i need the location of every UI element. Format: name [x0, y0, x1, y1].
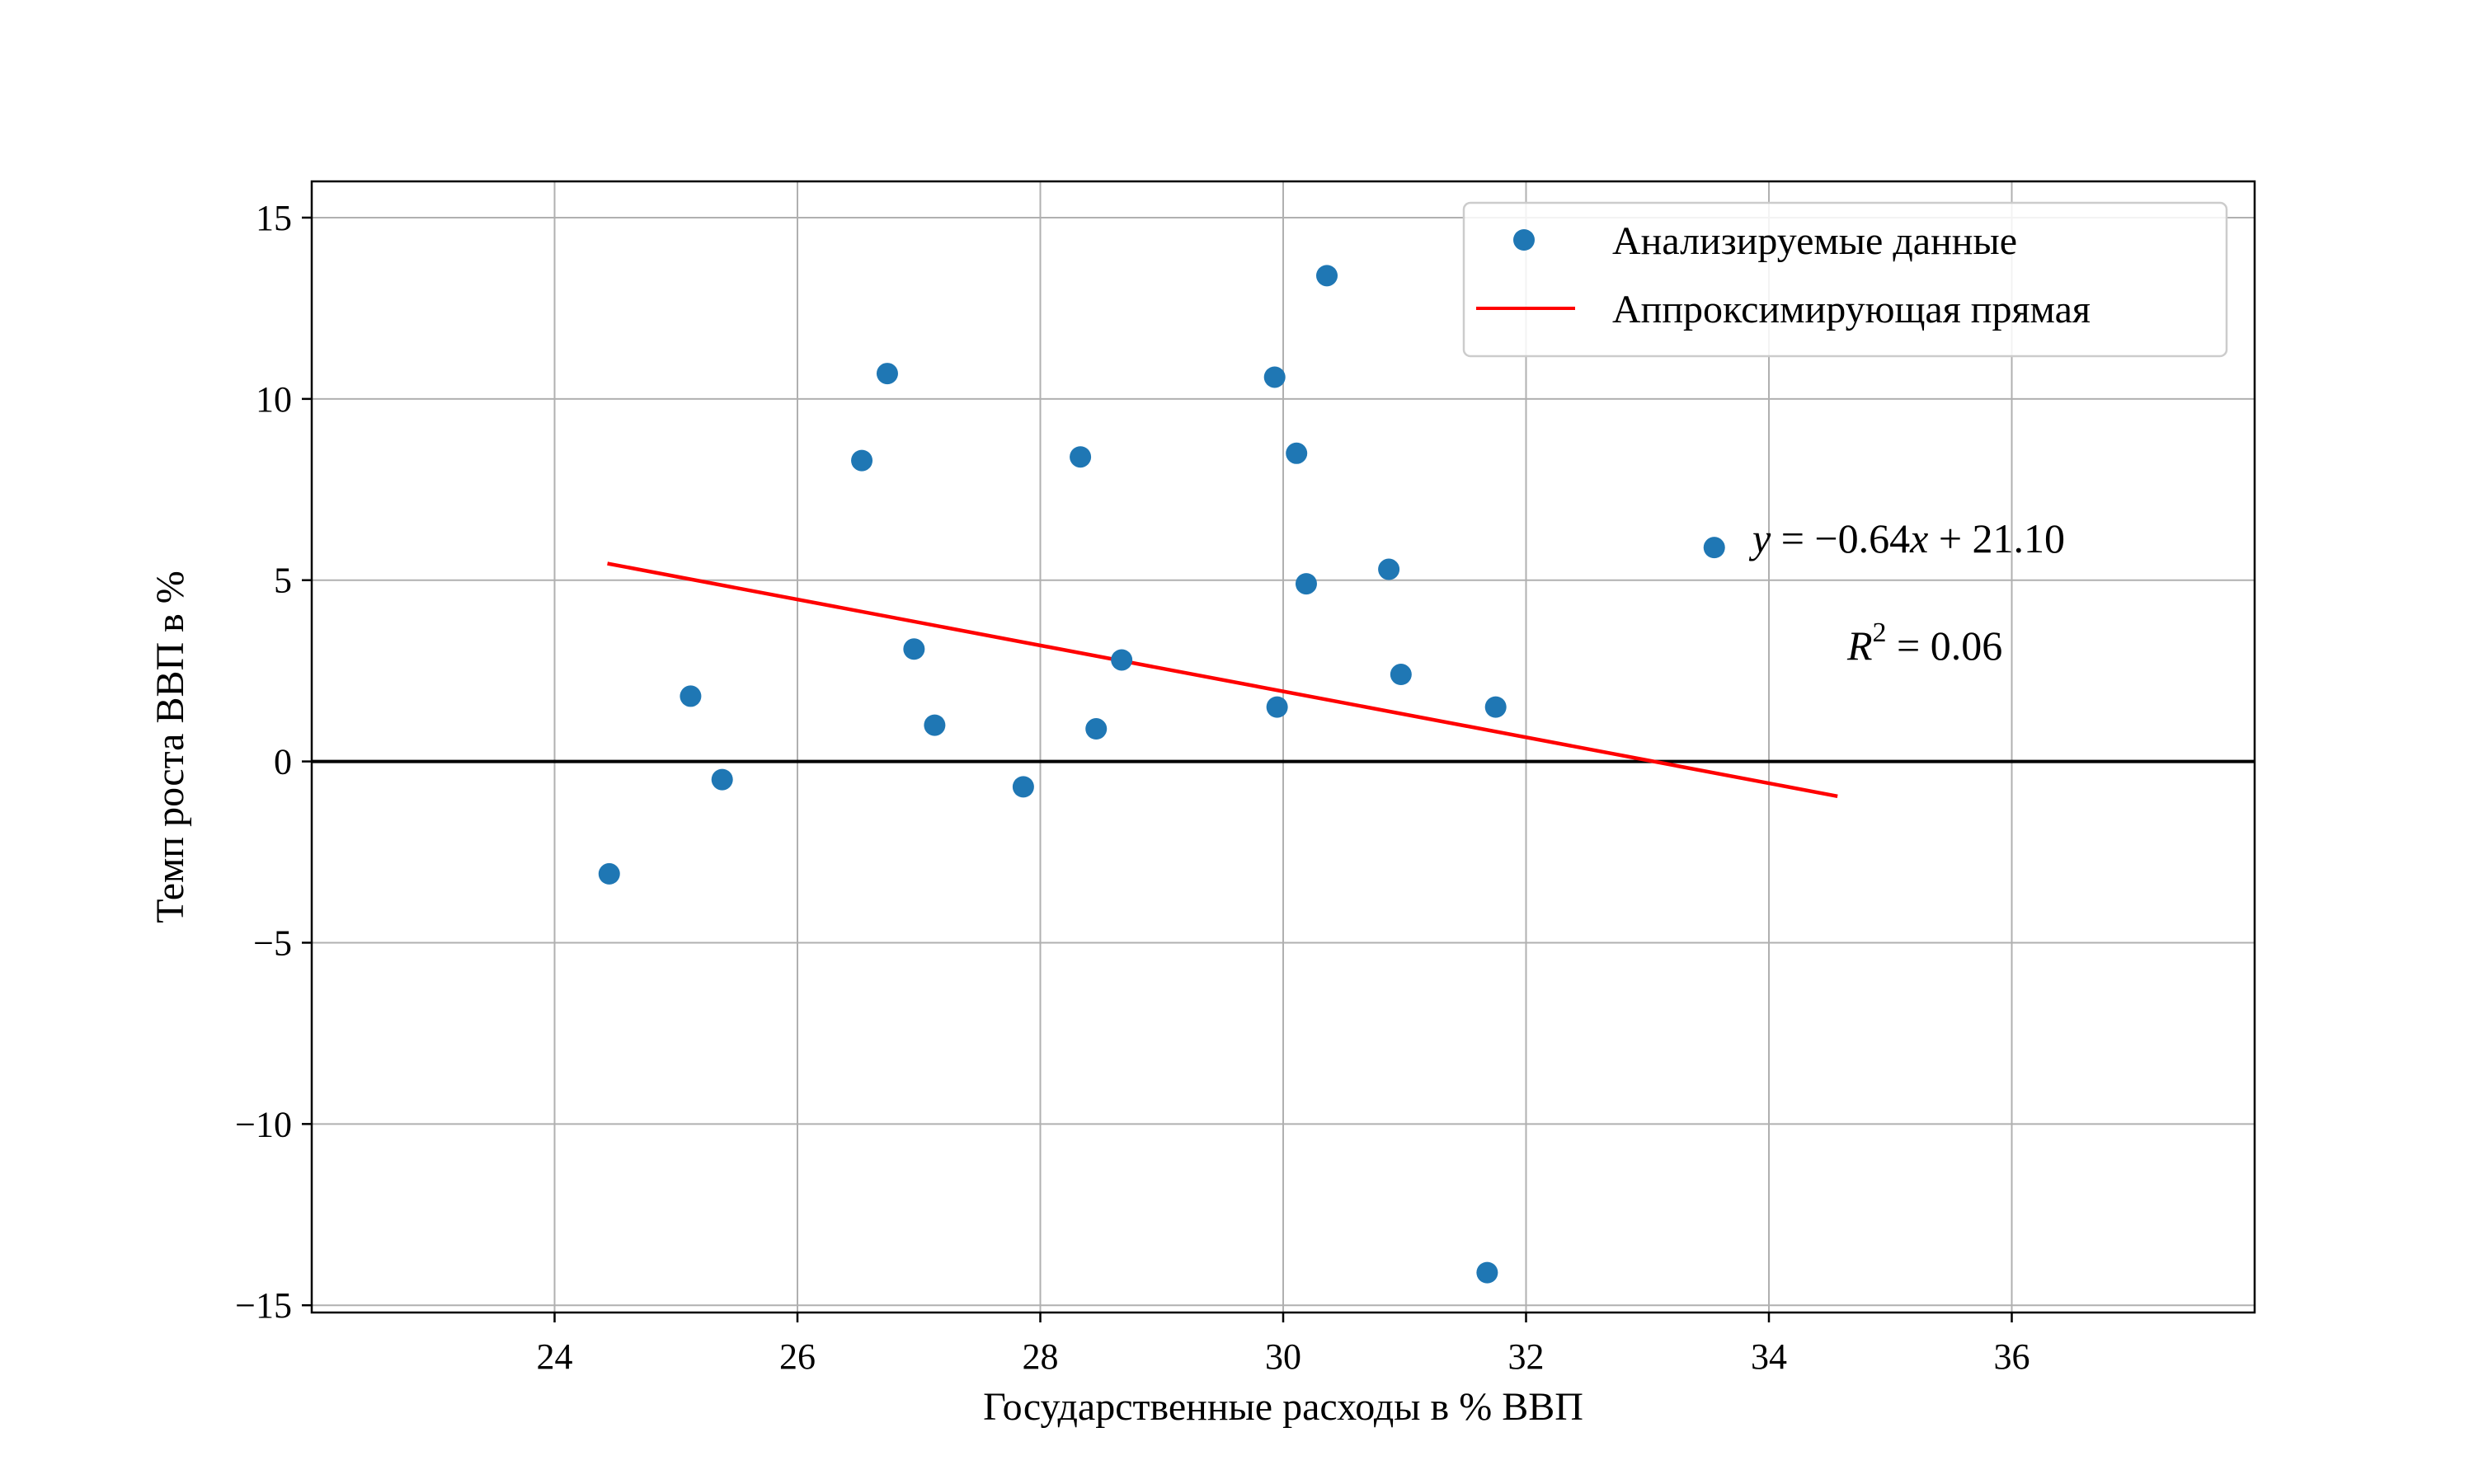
y-axis-ticks: −15 −10 −5 0 5 10 15: [235, 198, 312, 1326]
data-point: [1085, 718, 1108, 740]
fit-line: [607, 561, 1838, 798]
x-tick-label: 26: [779, 1336, 816, 1377]
equation-rhs: + 21.10: [1928, 515, 2065, 561]
data-point: [1286, 442, 1308, 464]
x-tick-label: 32: [1508, 1336, 1545, 1377]
data-point: [876, 363, 898, 385]
data-point: [1012, 776, 1034, 798]
data-point: [1476, 1261, 1498, 1284]
equation-marker: [1703, 537, 1725, 559]
r2-lhs: R: [1846, 622, 1873, 669]
equation-text: y = −0.64x + 21.10: [1748, 515, 2065, 561]
legend-label-data: Анализируемые данные: [1612, 219, 2017, 263]
x-tick-label: 28: [1023, 1336, 1059, 1377]
y-tick-label: −15: [235, 1285, 292, 1326]
data-point: [924, 714, 946, 736]
data-points: [598, 265, 1507, 1284]
data-point: [1295, 573, 1317, 595]
data-point: [1263, 366, 1286, 388]
data-point: [1378, 558, 1400, 580]
data-point: [851, 449, 873, 472]
data-point: [1070, 446, 1092, 468]
x-tick-label: 34: [1751, 1336, 1787, 1377]
data-point: [1266, 696, 1288, 718]
data-point: [711, 768, 733, 791]
equation-var: x: [1909, 515, 1928, 561]
data-point: [903, 638, 925, 660]
x-axis-label: Государственные расходы в % ВВП: [983, 1385, 1583, 1429]
legend: Анализируемые данные Аппроксимирующая пр…: [1462, 201, 2228, 358]
x-tick-label: 36: [1994, 1336, 2030, 1377]
y-tick-label: −5: [253, 923, 292, 963]
data-point: [680, 685, 702, 707]
y-tick-label: 0: [274, 742, 292, 782]
x-tick-label: 24: [537, 1336, 573, 1377]
x-tick-label: 30: [1265, 1336, 1301, 1377]
data-point: [1484, 696, 1507, 718]
data-point: [1111, 649, 1133, 671]
data-point: [1316, 265, 1338, 287]
equation-lhs: y: [1748, 515, 1771, 561]
y-axis-label: Темп роста ВВП в %: [148, 571, 192, 923]
r2-sup: 2: [1873, 618, 1887, 648]
legend-label-fit: Аппроксимирующая прямая: [1612, 288, 2091, 331]
x-axis-ticks: 24 26 28 30 32 34 36: [537, 1313, 2030, 1377]
y-tick-label: −10: [235, 1104, 292, 1144]
annotations: y = −0.64x + 21.10 R2 = 0.06: [1703, 515, 2065, 669]
legend-box: [1462, 201, 2228, 358]
fit-line-group: [607, 561, 1838, 798]
r2-text: R2 = 0.06: [1846, 618, 2002, 669]
data-point: [598, 862, 620, 885]
y-tick-label: 5: [274, 561, 292, 601]
equation-eq: = −0.64: [1771, 515, 1910, 561]
y-tick-label: 10: [256, 379, 292, 420]
legend-scatter-marker: [1513, 229, 1535, 251]
data-point: [1390, 664, 1412, 686]
y-tick-label: 15: [256, 198, 292, 238]
r2-rhs: = 0.06: [1887, 622, 2003, 669]
